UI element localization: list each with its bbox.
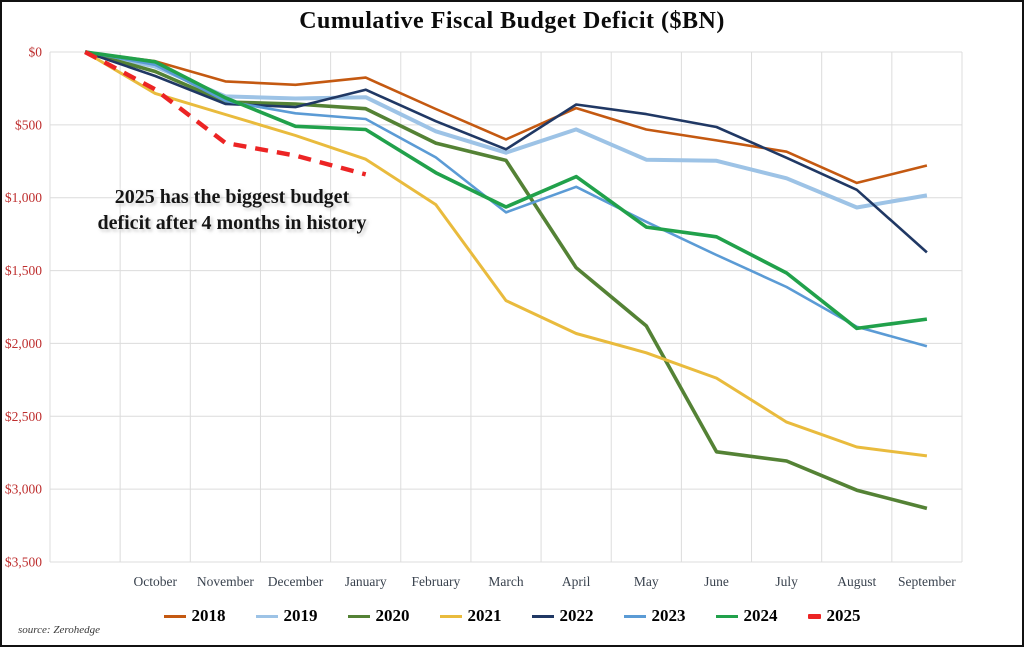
series-2023-line (84, 50, 928, 348)
y-axis-tick-label: $500 (15, 117, 42, 132)
y-axis-tick-label: $2,500 (5, 409, 42, 424)
y-axis-tick-label: $1,000 (5, 190, 42, 205)
series-2024-line (84, 50, 928, 331)
legend-marker-2021 (439, 614, 462, 618)
legend-item-2020: 2020 (347, 606, 410, 626)
series-2018-line (84, 50, 928, 185)
x-axis-tick-label: August (837, 574, 876, 589)
y-axis-tick-label: $0 (29, 45, 43, 60)
x-axis-tick-label: June (704, 574, 729, 589)
x-axis-tick-label: May (634, 574, 659, 589)
legend-item-2019: 2019 (255, 606, 318, 626)
legend-label-2024: 2024 (743, 606, 778, 625)
x-axis-tick-label: October (133, 574, 177, 589)
legend-label-2023: 2023 (651, 606, 686, 625)
source-note: source: Zerohedge (18, 624, 100, 636)
y-axis-tick-label: $1,500 (5, 263, 42, 278)
legend-item-2024: 2024 (715, 606, 778, 626)
x-axis-tick-label: February (411, 574, 460, 589)
legend-label-2022: 2022 (559, 606, 594, 625)
legend-marker-2025 (807, 613, 821, 619)
x-axis-tick-label: December (268, 574, 324, 589)
legend-label-2025: 2025 (826, 606, 861, 625)
legend-label-2019: 2019 (283, 606, 318, 625)
chart-title: Cumulative Fiscal Budget Deficit ($BN) (299, 8, 725, 34)
legend-item-2023: 2023 (623, 606, 686, 626)
legend-label-2021: 2021 (467, 606, 502, 625)
x-axis-tick-label: March (488, 574, 523, 589)
legend-marker-2024 (715, 614, 738, 618)
y-axis-tick-label: $3,500 (5, 555, 42, 570)
y-axis-tick-label: $3,000 (5, 482, 42, 497)
legend-marker-2020 (347, 614, 370, 618)
y-axis-tick-label: $2,000 (5, 336, 42, 351)
chart-legend: 2018 2019 2020 2021 2022 2023 2024 2025 (2, 606, 1022, 626)
legend-marker-2018 (163, 614, 186, 618)
x-axis-tick-label: April (562, 574, 591, 589)
series-2022-line (84, 50, 928, 254)
legend-marker-2022 (531, 614, 554, 618)
legend-item-2025: 2025 (807, 606, 861, 626)
annotation-line-1: 2025 has the biggest budget (114, 186, 350, 208)
chart-annotation: 2025 has the biggest budget deficit afte… (57, 184, 407, 236)
x-axis-tick-label: January (345, 574, 387, 589)
x-axis-tick-label: November (197, 574, 254, 589)
series-2025-line (84, 50, 367, 177)
annotation-line-2: deficit after 4 months in history (97, 212, 367, 234)
x-axis-tick-label: July (775, 574, 798, 589)
legend-item-2018: 2018 (163, 606, 226, 626)
legend-item-2021: 2021 (439, 606, 502, 626)
legend-label-2020: 2020 (375, 606, 410, 625)
legend-item-2022: 2022 (531, 606, 594, 626)
series-2021-line (84, 50, 928, 458)
legend-label-2018: 2018 (191, 606, 226, 625)
legend-marker-2019 (255, 614, 278, 618)
x-axis-tick-label: September (898, 574, 956, 589)
series-2020-line (84, 50, 928, 511)
legend-marker-2023 (623, 614, 646, 618)
